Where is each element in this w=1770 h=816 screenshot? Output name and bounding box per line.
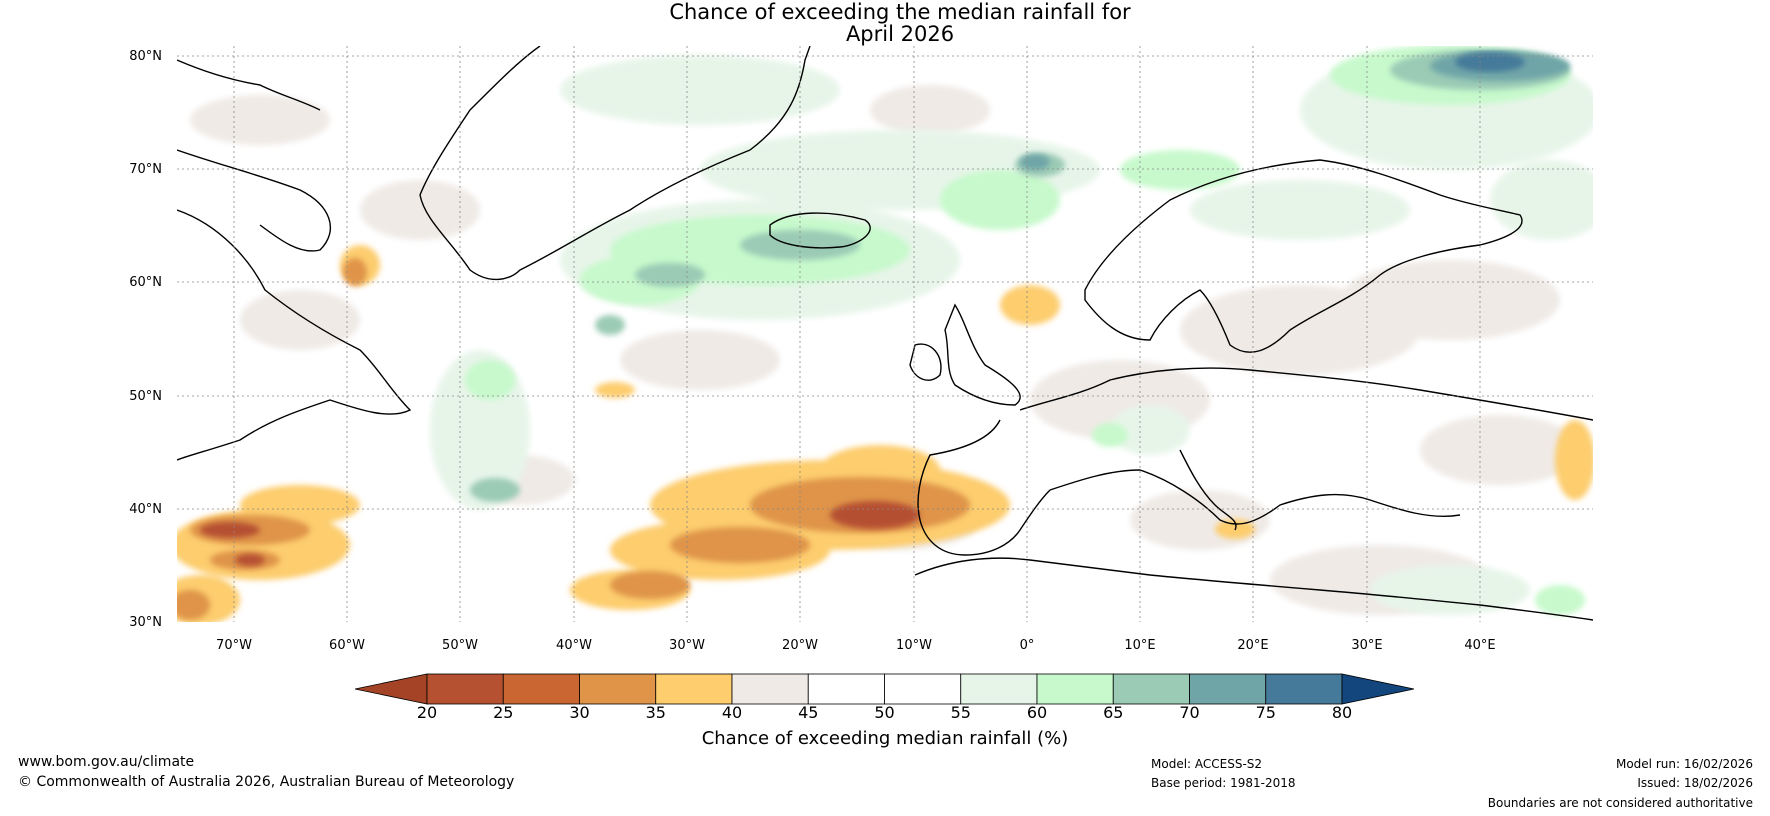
lon-label: 20°W: [782, 638, 818, 653]
lon-label: 10°E: [1124, 638, 1155, 653]
lon-label: 50°W: [442, 638, 478, 653]
colorbar-tick-label: 70: [1179, 703, 1200, 722]
lat-label: 30°N: [129, 615, 162, 630]
colorbar-title: Chance of exceeding median rainfall (%): [701, 728, 1069, 749]
lon-label: 0°: [1020, 638, 1035, 653]
colorbar-tick-label: 40: [721, 703, 743, 722]
website-link[interactable]: www.bom.gov.au/climate: [18, 754, 195, 770]
wet-mid-patches: [470, 50, 1570, 502]
model-text: Model: ACCESS-S2: [1151, 757, 1263, 771]
lon-label: 40°W: [556, 638, 592, 653]
colorbar-tick-label: 25: [493, 703, 514, 722]
lat-label: 50°N: [129, 389, 162, 404]
colorbar-tick-label: 75: [1255, 703, 1276, 722]
lon-label: 70°W: [216, 638, 252, 653]
map-title-line2: April 2026: [845, 22, 955, 46]
colorbar-tick-label: 35: [645, 703, 666, 722]
model-run-text: Model run: 16/02/2026: [1615, 757, 1753, 771]
lat-label: 60°N: [129, 275, 162, 290]
lat-label: 70°N: [129, 162, 162, 177]
colorbar-tick-label: 50: [874, 703, 895, 722]
graticule: [177, 46, 1593, 622]
colorbar-segment: [502, 673, 580, 705]
colorbar-tick-label: 60: [1026, 703, 1048, 722]
colorbar-segment: [579, 673, 657, 705]
colorbar-high-arrow: [1341, 673, 1415, 705]
issued-text: Issued: 18/02/2026: [1637, 776, 1753, 790]
copyright-text: © Commonwealth of Australia 2026, Austra…: [18, 774, 515, 790]
dry-strong-patches: [200, 501, 920, 566]
colorbar-segment: [807, 673, 885, 705]
colorbar: [354, 673, 1415, 705]
colorbar-tick-label: 55: [950, 703, 971, 722]
map-title-line1: Chance of exceeding the median rainfall …: [669, 0, 1131, 24]
colorbar-segment: [655, 673, 733, 705]
lon-label: 30°W: [669, 638, 705, 653]
longitude-labels: 70°W 60°W 50°W 40°W 30°W 20°W 10°W 0° 10…: [216, 638, 1496, 653]
lat-label: 40°N: [129, 502, 162, 517]
colorbar-segment: [426, 673, 504, 705]
lon-label: 10°W: [896, 638, 932, 653]
lon-label: 20°E: [1237, 638, 1268, 653]
latitude-labels: 80°N 70°N 60°N 50°N 40°N 30°N: [129, 49, 162, 630]
colorbar-low-arrow: [354, 673, 428, 705]
colorbar-tick-label: 30: [569, 703, 590, 722]
colorbar-segment: [731, 673, 809, 705]
lon-label: 30°E: [1351, 638, 1382, 653]
wet-very-strong-patches: [1455, 52, 1525, 72]
colorbar-tick-label: 80: [1331, 703, 1353, 722]
coastlines: [177, 46, 1593, 621]
base-period-text: Base period: 1981-2018: [1151, 776, 1296, 790]
colorbar-segment: [1265, 673, 1343, 705]
lon-label: 60°W: [329, 638, 365, 653]
lat-label: 80°N: [129, 49, 162, 64]
colorbar-segment: [1112, 673, 1190, 705]
colorbar-segment: [1036, 673, 1114, 705]
colorbar-tick-label: 65: [1103, 703, 1124, 722]
colorbar-tick-label: 20: [416, 703, 438, 722]
lon-label: 40°E: [1464, 638, 1495, 653]
colorbar-segment: [1189, 673, 1267, 705]
colorbar-tick-label: 45: [798, 703, 819, 722]
boundaries-disclaimer: Boundaries are not considered authoritat…: [1487, 796, 1753, 810]
colorbar-segment: [884, 673, 962, 705]
colorbar-segment: [960, 673, 1038, 705]
anomaly-fields: [177, 46, 1593, 622]
